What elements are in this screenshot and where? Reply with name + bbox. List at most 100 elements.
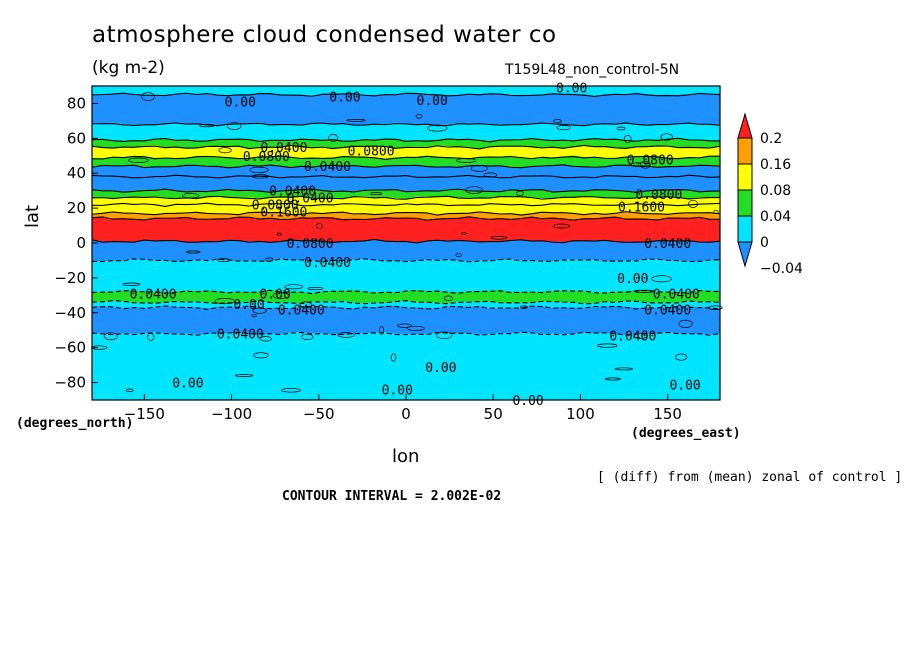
contour-label-17: 0.0400	[304, 256, 351, 271]
contour-line-1	[91, 122, 721, 127]
contour-blob-17	[265, 257, 274, 262]
contour-blob-45	[276, 232, 282, 236]
contour-label-12: 0.1600	[260, 206, 307, 221]
contour-blob-9	[199, 124, 215, 128]
contour-blob-14	[623, 134, 632, 143]
contour-label-8: 0.0800	[627, 153, 674, 168]
contour-blob-26	[516, 190, 524, 197]
colorbar-segment-1	[737, 163, 753, 191]
contour-line-4	[91, 155, 721, 160]
chart-subtitle: (kg m-2)	[92, 58, 165, 78]
colorbar-label-2: 0.04	[760, 209, 791, 225]
x-tick-label-1: −100	[211, 405, 252, 423]
contour-blob-24	[251, 174, 269, 179]
contour-label-13: 0.0800	[635, 188, 682, 203]
contour-blob-43	[455, 253, 462, 257]
contour-blob-8	[427, 124, 448, 132]
contour-label-15: 0.0800	[287, 237, 334, 252]
contour-blob-36	[253, 352, 269, 359]
contour-label-9: 0.0400	[269, 185, 316, 200]
contour-blob-2	[217, 258, 230, 262]
color-bands	[91, 85, 721, 401]
band-2	[91, 122, 721, 143]
diff-note: [ (diff) from (mean) zonal of control ]	[597, 470, 903, 485]
contour-blob-0	[597, 343, 618, 348]
contour-blob-49	[125, 388, 134, 392]
contour-label-20: 0.00	[260, 288, 291, 303]
contour-blob-48	[91, 345, 108, 350]
contour-blob-68	[660, 133, 673, 141]
x-tick-label-0: −150	[124, 405, 165, 423]
contour-label-3: 0.00	[556, 82, 587, 97]
contour-blob-6	[284, 284, 304, 290]
contour-blob-35	[552, 223, 570, 229]
contour-blob-34	[461, 231, 467, 235]
colorbar: −0.04 0 0.04 0.08 0.16 0.2	[737, 112, 803, 277]
x-tick-label-5: 100	[566, 405, 595, 423]
contour-blob-19	[346, 119, 366, 122]
contour-line-11	[91, 216, 721, 221]
contour-label-29: 0.00	[382, 384, 413, 399]
band-12	[91, 216, 721, 243]
x-tick-label-6: 150	[653, 405, 682, 423]
contour-blob-23	[103, 332, 118, 341]
contour-label-18: 0.00	[617, 272, 648, 287]
contour-blob-28	[483, 172, 498, 178]
y-tick-label-3: −20	[54, 269, 86, 287]
contour-blob-11	[396, 323, 413, 328]
contour-blob-64	[182, 193, 200, 199]
contour-label-11: 0.0800	[252, 199, 299, 214]
contour-blob-33	[552, 119, 562, 124]
x-tick-label-3: 0	[401, 405, 411, 423]
contour-label-27: 0.00	[425, 361, 456, 376]
colorbar-bottom-arrow	[737, 241, 753, 268]
colorbar-label-3: 0.08	[760, 183, 791, 199]
contour-label-1: 0.00	[329, 91, 360, 106]
colorbar-label-1: 0	[760, 235, 769, 251]
contour-line-10	[91, 211, 721, 216]
contour-label-7: 0.0400	[304, 160, 351, 175]
contour-line-17	[91, 331, 721, 336]
contour-blob-3	[141, 92, 155, 101]
contour-blob-41	[328, 134, 339, 142]
contour-line-12	[91, 238, 721, 244]
contour-blob-22	[556, 125, 571, 131]
contour-blob-55	[259, 336, 272, 342]
contour-blob-32	[633, 333, 648, 339]
band-1	[91, 92, 721, 127]
contour-blob-1	[707, 305, 723, 311]
contour-label-2: 0.00	[417, 94, 448, 109]
contour-blob-42	[639, 160, 651, 169]
contour-line-14	[91, 289, 721, 295]
band-7	[91, 174, 721, 193]
y-tick-label-4: 0	[76, 234, 86, 252]
contour-blob-4	[218, 147, 232, 154]
contour-interval: CONTOUR INTERVAL = 2.002E-02	[282, 489, 502, 504]
colorbar-segment-2	[737, 189, 753, 217]
contour-label-6: 0.0800	[348, 145, 395, 160]
colorbar-segment-3	[737, 215, 753, 243]
contour-blob-47	[281, 388, 301, 393]
contour-blob-10	[630, 162, 651, 168]
contour-blob-61	[443, 295, 453, 302]
contour-line-0	[91, 92, 721, 98]
contour-line-9	[91, 202, 721, 207]
contour-blob-56	[675, 353, 688, 361]
contour-label-19: 0.0400	[130, 288, 177, 303]
colorbar-top-arrow	[737, 112, 753, 139]
contour-blob-44	[390, 353, 397, 362]
contour-blob-51	[520, 305, 528, 309]
contour-line-5	[91, 164, 721, 169]
contour-blob-58	[604, 377, 621, 381]
contour-label-5: 0.0800	[243, 150, 290, 165]
contour-blob-7	[470, 164, 488, 172]
contour-blob-12	[299, 301, 312, 309]
contour-blob-50	[436, 331, 453, 340]
contour-blob-39	[147, 332, 155, 341]
contour-blob-13	[490, 236, 508, 240]
contour-label-16: 0.0400	[644, 237, 691, 252]
contour-blob-30	[616, 126, 626, 131]
contour-blob-46	[122, 282, 141, 286]
